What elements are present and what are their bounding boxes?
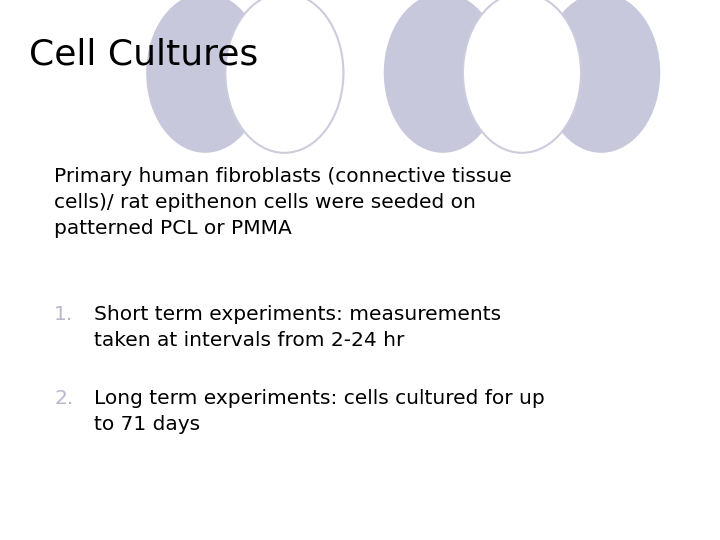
Text: Cell Cultures: Cell Cultures xyxy=(29,38,258,72)
Text: 2.: 2. xyxy=(54,389,73,408)
Ellipse shape xyxy=(225,0,343,153)
Text: Short term experiments: measurements
taken at intervals from 2-24 hr: Short term experiments: measurements tak… xyxy=(94,305,500,350)
Text: Primary human fibroblasts (connective tissue
cells)/ rat epithenon cells were se: Primary human fibroblasts (connective ti… xyxy=(54,167,512,238)
Text: Long term experiments: cells cultured for up
to 71 days: Long term experiments: cells cultured fo… xyxy=(94,389,544,434)
Ellipse shape xyxy=(463,0,581,153)
Text: 1.: 1. xyxy=(54,305,73,324)
Ellipse shape xyxy=(146,0,264,153)
Ellipse shape xyxy=(542,0,660,153)
Ellipse shape xyxy=(384,0,502,153)
